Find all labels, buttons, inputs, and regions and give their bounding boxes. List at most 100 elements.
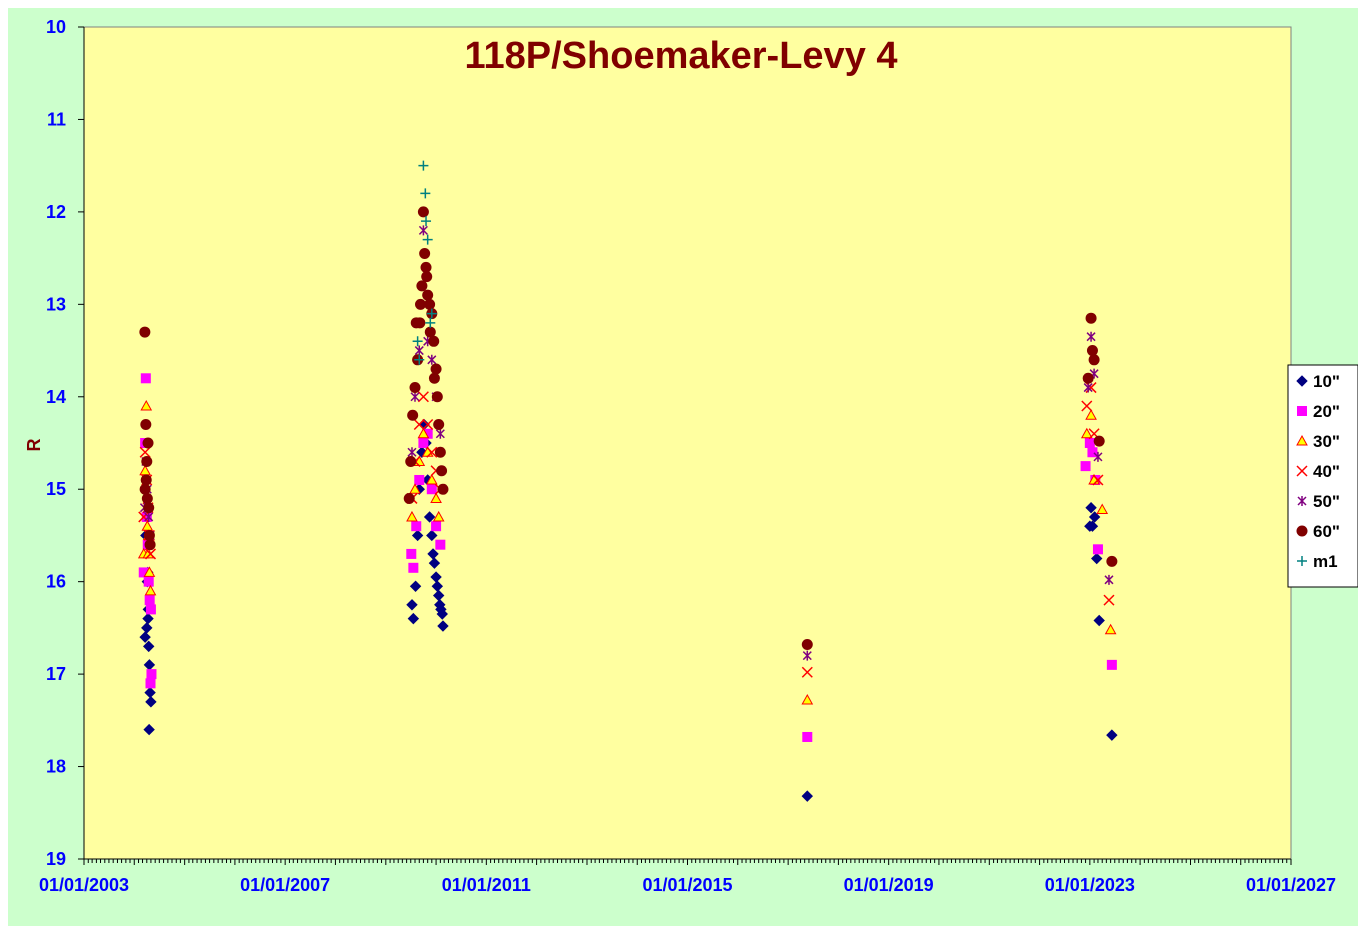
point-60in	[431, 391, 443, 403]
point-20in	[802, 731, 813, 742]
point-40in-stroke	[1081, 400, 1093, 412]
point-40in-stroke	[1296, 465, 1308, 477]
point-10in	[428, 557, 441, 569]
point-50in	[802, 650, 812, 661]
legend-item: m1	[1297, 552, 1338, 571]
point-m1-stroke	[412, 336, 423, 347]
point-10in	[1086, 520, 1099, 532]
point-60in	[139, 326, 151, 338]
y-tick-label: 12	[46, 202, 66, 222]
point-60in	[420, 261, 432, 273]
point-50in-stroke	[144, 511, 154, 522]
legend-label: 50"	[1313, 492, 1340, 511]
point-m1-stroke	[426, 308, 437, 319]
point-40in	[1092, 474, 1104, 486]
point-m1	[421, 216, 432, 227]
point-30in	[144, 584, 157, 596]
axes: 10 11 12 13 14 15 16 17 18 19 01/01/2003 01/01/2007…	[39, 17, 1336, 895]
point-30in	[1096, 503, 1109, 515]
point-m1-stroke	[421, 216, 432, 227]
point-50in-stroke	[802, 650, 812, 661]
point-40in-stroke	[144, 548, 157, 560]
point-m1-stroke	[418, 160, 429, 171]
point-10in	[407, 612, 420, 625]
point-20in	[140, 373, 151, 384]
point-20in	[146, 669, 157, 680]
point-30in	[801, 693, 814, 705]
x-tick-label: 01/01/2023	[1045, 875, 1135, 895]
point-m1-stroke	[1297, 556, 1307, 566]
point-60in	[1088, 354, 1100, 366]
point-m1	[420, 188, 431, 199]
point-30in	[1085, 409, 1097, 420]
point-50in-stroke	[1083, 382, 1093, 393]
point-40in	[426, 446, 438, 458]
point-60in	[141, 492, 153, 504]
point-40in-stroke	[139, 446, 151, 458]
y-tick-label: 16	[46, 572, 66, 592]
point-m1-stroke	[420, 188, 431, 199]
point-10in	[1106, 729, 1118, 741]
point-40in-stroke	[1103, 594, 1115, 606]
point-60in	[415, 298, 427, 310]
point-m1	[426, 308, 437, 319]
point-20in	[1084, 438, 1095, 448]
point-60in	[142, 437, 154, 449]
point-60in	[410, 317, 422, 329]
series-group	[412, 160, 437, 365]
y-tick-label: 19	[46, 849, 66, 869]
point-30in	[417, 427, 430, 439]
point-30in	[425, 473, 438, 485]
point-50in-stroke	[427, 354, 437, 365]
point-60in	[140, 419, 152, 431]
point-10in	[142, 612, 154, 625]
point-10in	[409, 580, 422, 592]
point-60in	[430, 363, 442, 375]
point-m1	[418, 160, 429, 171]
point-30in	[143, 566, 156, 577]
point-40in-stroke	[422, 418, 434, 431]
point-50in-stroke	[407, 447, 417, 458]
point-60in	[428, 335, 440, 347]
point-20in	[1092, 544, 1103, 555]
legend-label: 40"	[1313, 462, 1340, 481]
point-40in-stroke	[426, 446, 438, 458]
point-60in	[143, 529, 155, 541]
point-30in	[140, 399, 153, 411]
point-30in	[409, 483, 421, 494]
point-60in	[141, 455, 153, 467]
legend-item: 10"	[1296, 372, 1340, 391]
legend-box	[1287, 364, 1358, 588]
point-10in	[1085, 502, 1097, 514]
point-30in	[1296, 434, 1308, 446]
point-60in	[437, 483, 449, 495]
point-50in-stroke	[414, 345, 424, 356]
point-20in	[422, 428, 433, 439]
point-20in	[435, 539, 446, 550]
point-20in	[408, 562, 419, 573]
point-20in	[141, 511, 152, 522]
point-60in	[433, 419, 445, 431]
point-60in	[1086, 345, 1098, 357]
point-40in-stroke	[138, 511, 150, 523]
point-60in	[424, 326, 436, 338]
point-50in	[407, 447, 417, 458]
point-20in	[143, 576, 154, 587]
y-tick-label: 18	[46, 757, 66, 777]
point-60in	[428, 372, 440, 384]
point-10in	[423, 511, 436, 523]
point-10in	[141, 622, 153, 634]
point-20in	[431, 521, 442, 532]
point-10in	[1091, 552, 1103, 565]
point-60in	[403, 492, 415, 504]
point-40in-stroke	[1092, 474, 1104, 486]
point-40in	[1103, 594, 1115, 606]
point-50in	[1083, 382, 1093, 393]
point-10in	[406, 599, 418, 611]
point-10in	[436, 608, 448, 620]
y-tick-label: 10	[46, 17, 66, 37]
point-30in	[406, 510, 418, 522]
point-60in	[436, 465, 448, 477]
point-60in	[801, 639, 813, 651]
point-40in-stroke	[417, 391, 429, 403]
